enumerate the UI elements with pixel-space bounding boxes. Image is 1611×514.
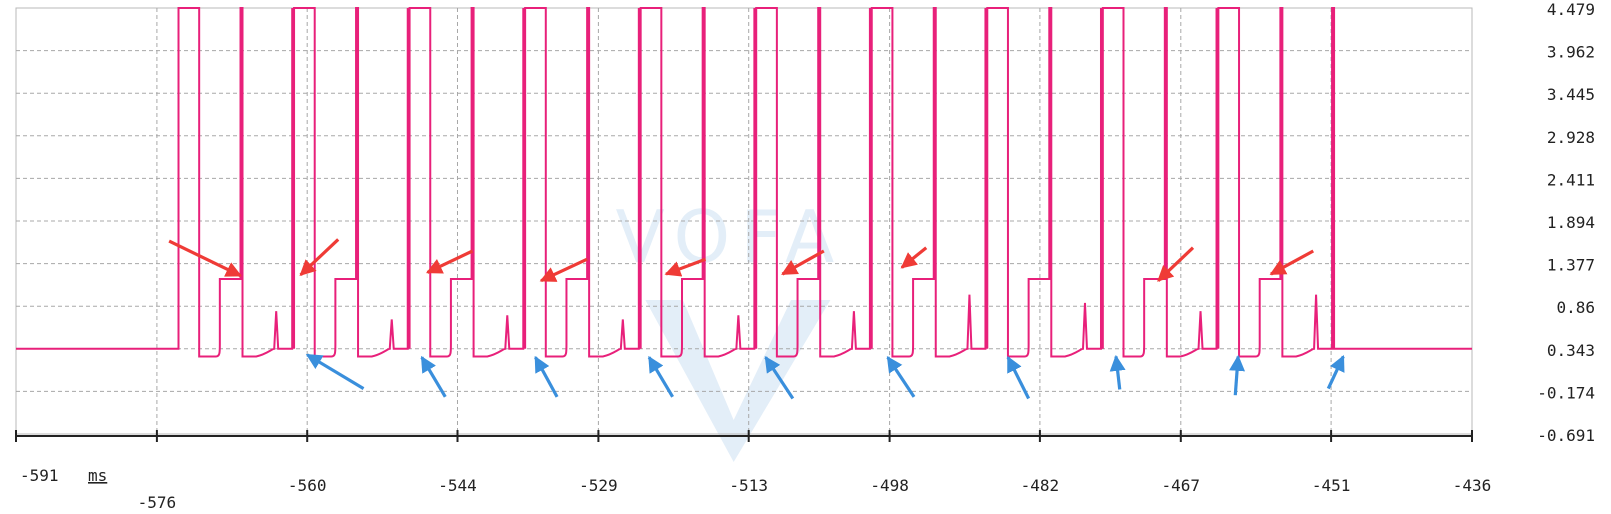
blue-arrow [764, 355, 795, 400]
annotation-arrows [168, 238, 1345, 400]
y-tick-label: 1.894 [1547, 213, 1595, 232]
blue-arrow [420, 355, 447, 398]
red-arrow [664, 257, 707, 277]
grid [15, 7, 1473, 435]
y-tick-label: 1.377 [1547, 256, 1595, 275]
x-tick-label: -482 [1021, 476, 1060, 495]
red-arrow [168, 239, 242, 278]
x-unit-label: ms [88, 466, 107, 485]
x-tick-label: -591 [20, 466, 59, 485]
x-tick-label: -436 [1453, 476, 1492, 495]
red-arrow [1269, 249, 1315, 276]
y-tick-label: -0.691 [1537, 426, 1595, 445]
blue-arrow [647, 355, 674, 398]
signal-series [16, 7, 1472, 358]
x-tick-label: -498 [870, 476, 909, 495]
signal-line [16, 7, 1472, 358]
watermark-logo-shape [645, 300, 831, 462]
blue-arrow [1326, 355, 1345, 390]
x-tick-label: -451 [1312, 476, 1351, 495]
x-tick-label: -560 [288, 476, 327, 495]
red-arrow [425, 249, 474, 274]
x-tick-label: -467 [1162, 476, 1201, 495]
x-tick-label: -529 [579, 476, 618, 495]
y-tick-label: 0.86 [1556, 298, 1595, 317]
x-tick-label: -576 [138, 493, 177, 512]
y-tick-label: 4.479 [1547, 0, 1595, 19]
blue-arrow [534, 355, 559, 398]
y-tick-label: 2.411 [1547, 170, 1595, 189]
red-arrow [539, 257, 588, 283]
watermark-text: VOFA [616, 195, 845, 279]
y-tick-label: 3.445 [1547, 85, 1595, 104]
watermark: VOFA [616, 195, 845, 462]
blue-arrow [1006, 355, 1031, 400]
blue-arrow [886, 355, 916, 398]
x-axis: -591 -576 -560 -544 -529 -513 -498 -482 -467 -451… [15, 430, 1492, 512]
red-arrow [1157, 246, 1195, 282]
y-tick-label: 0.343 [1547, 341, 1595, 360]
blue-arrow [1229, 354, 1246, 396]
red-arrow [781, 249, 825, 276]
y-tick-label: 2.928 [1547, 128, 1595, 147]
blue-arrow [1109, 354, 1126, 390]
y-axis-labels: 4.479 3.962 3.445 2.928 2.411 1.894 1.377 0.86 0… [1537, 0, 1595, 445]
x-tick-label: -513 [729, 476, 768, 495]
y-tick-label: 3.962 [1547, 43, 1595, 62]
blue-arrow [305, 353, 365, 390]
y-tick-label: -0.174 [1537, 383, 1595, 402]
x-tick-label: -544 [438, 476, 477, 495]
red-arrow [299, 238, 340, 277]
red-arrow [900, 246, 928, 269]
